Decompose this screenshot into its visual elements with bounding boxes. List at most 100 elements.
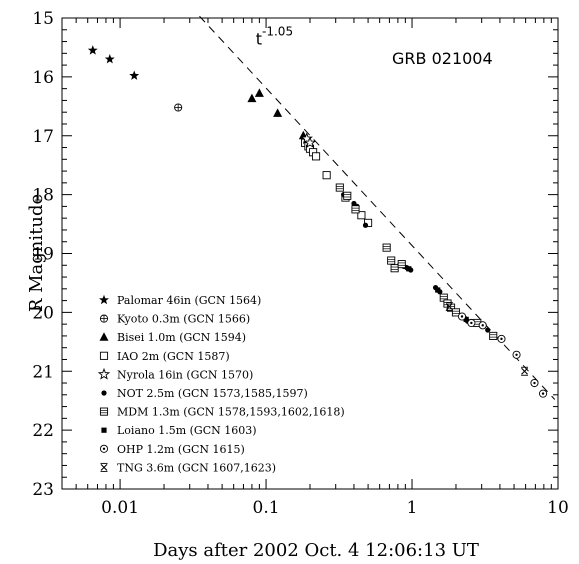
marker-shape bbox=[445, 303, 453, 310]
x-axis-ticks bbox=[61, 18, 559, 489]
data-point bbox=[485, 327, 491, 333]
marker-shape bbox=[99, 294, 109, 305]
marker-shape bbox=[311, 152, 321, 161]
chart-title: GRB 021004 bbox=[392, 49, 493, 68]
marker-shape bbox=[460, 315, 464, 318]
marker-shape bbox=[451, 308, 461, 317]
legend-label: OHP 1.2m (GCN 1615) bbox=[117, 443, 245, 456]
y-tick-label: 17 bbox=[32, 127, 54, 147]
legend-marker bbox=[101, 390, 107, 396]
data-point bbox=[539, 389, 548, 398]
marker-shape bbox=[100, 464, 108, 471]
y-tick-label: 15 bbox=[32, 9, 54, 29]
data-point bbox=[335, 183, 344, 192]
legend-label: Nyrola 16in (GCN 1570) bbox=[117, 368, 253, 381]
y-axis-label: R Magnitude bbox=[26, 194, 47, 312]
marker-shape bbox=[357, 211, 366, 220]
x-tick-label: 0.01 bbox=[101, 498, 139, 518]
legend-label: TNG 3.6m (GCN 1607,1623) bbox=[117, 461, 276, 474]
data-point bbox=[322, 171, 331, 180]
x-axis-label: Days after 2002 Oct. 4 12:06:13 UT bbox=[153, 540, 479, 561]
marker-shape bbox=[541, 392, 545, 395]
power-law-annotation: t-1.05 bbox=[256, 24, 293, 48]
marker-shape bbox=[435, 287, 441, 293]
legend-label: IAO 2m (GCN 1587) bbox=[117, 350, 230, 363]
marker-shape bbox=[87, 45, 98, 55]
data-point bbox=[530, 378, 539, 388]
marker-shape bbox=[247, 93, 257, 103]
marker-shape bbox=[97, 367, 111, 380]
legend-marker bbox=[100, 462, 108, 472]
marker-shape bbox=[387, 256, 396, 265]
data-point bbox=[254, 88, 264, 97]
marker-shape bbox=[382, 243, 391, 252]
data-point bbox=[247, 93, 257, 103]
marker-shape bbox=[521, 367, 528, 375]
y-tick-label: 23 bbox=[32, 480, 54, 500]
legend-label: Bisei 1.0m (GCN 1594) bbox=[117, 331, 246, 344]
marker-shape bbox=[343, 191, 352, 200]
marker-shape bbox=[99, 407, 109, 416]
marker-shape bbox=[102, 447, 106, 450]
marker-shape bbox=[335, 183, 344, 192]
marker-shape bbox=[489, 331, 498, 340]
data-point bbox=[512, 350, 521, 359]
data-point bbox=[406, 266, 412, 272]
legend-marker bbox=[99, 314, 109, 323]
marker-shape bbox=[101, 390, 107, 396]
marker-shape bbox=[129, 70, 140, 80]
legend-label: Palomar 46in (GCN 1564) bbox=[117, 294, 261, 307]
x-tick-label: 10 bbox=[547, 498, 569, 518]
data-point bbox=[435, 287, 441, 293]
data-point bbox=[104, 54, 115, 64]
data-point bbox=[357, 211, 366, 220]
marker-shape bbox=[406, 266, 412, 272]
marker-shape bbox=[104, 54, 115, 64]
legend: Palomar 46in (GCN 1564) Kyoto 0.3m (GCN 1… bbox=[97, 294, 345, 474]
data-point bbox=[489, 331, 498, 340]
marker-shape bbox=[481, 324, 484, 327]
y-axis-tick-labels: 15 16 17 18 19 20 21 22 23 bbox=[32, 9, 54, 500]
data-point bbox=[497, 334, 506, 343]
marker-shape bbox=[362, 222, 369, 228]
data-point bbox=[382, 243, 391, 252]
marker-shape bbox=[470, 321, 473, 325]
y-axis-ticks bbox=[62, 17, 558, 490]
marker-shape bbox=[254, 88, 264, 97]
x-tick-label: 1 bbox=[407, 498, 418, 518]
data-point bbox=[457, 312, 467, 321]
legend-marker bbox=[99, 351, 109, 360]
marker-shape bbox=[463, 316, 469, 323]
legend-marker bbox=[99, 407, 109, 416]
marker-shape bbox=[99, 332, 109, 341]
data-point bbox=[478, 321, 487, 330]
legend-marker bbox=[99, 444, 109, 453]
data-point bbox=[445, 302, 453, 311]
marker-shape bbox=[351, 205, 360, 214]
x-axis-tick-labels: 0.01 0.1 1 10 bbox=[101, 498, 569, 518]
data-points bbox=[87, 45, 548, 398]
data-point bbox=[343, 191, 352, 200]
y-tick-label: 18 bbox=[32, 186, 54, 206]
data-point bbox=[273, 108, 283, 117]
x-tick-label: 0.1 bbox=[253, 498, 280, 518]
data-point bbox=[87, 45, 98, 55]
legend-marker bbox=[97, 367, 111, 380]
legend-marker bbox=[99, 332, 109, 341]
data-point bbox=[390, 264, 399, 273]
data-point bbox=[467, 318, 476, 328]
marker-shape bbox=[273, 108, 283, 117]
y-tick-label: 21 bbox=[32, 362, 54, 382]
legend-label: Kyoto 0.3m (GCN 1566) bbox=[117, 313, 250, 326]
data-point bbox=[351, 205, 360, 214]
marker-shape bbox=[500, 337, 503, 341]
marker-shape bbox=[390, 264, 399, 273]
marker-shape bbox=[485, 327, 491, 333]
data-point bbox=[387, 256, 396, 265]
legend-marker bbox=[99, 294, 109, 305]
marker-shape bbox=[533, 381, 536, 385]
marker-shape bbox=[397, 260, 406, 269]
y-tick-label: 19 bbox=[32, 245, 54, 265]
data-point bbox=[397, 260, 406, 269]
